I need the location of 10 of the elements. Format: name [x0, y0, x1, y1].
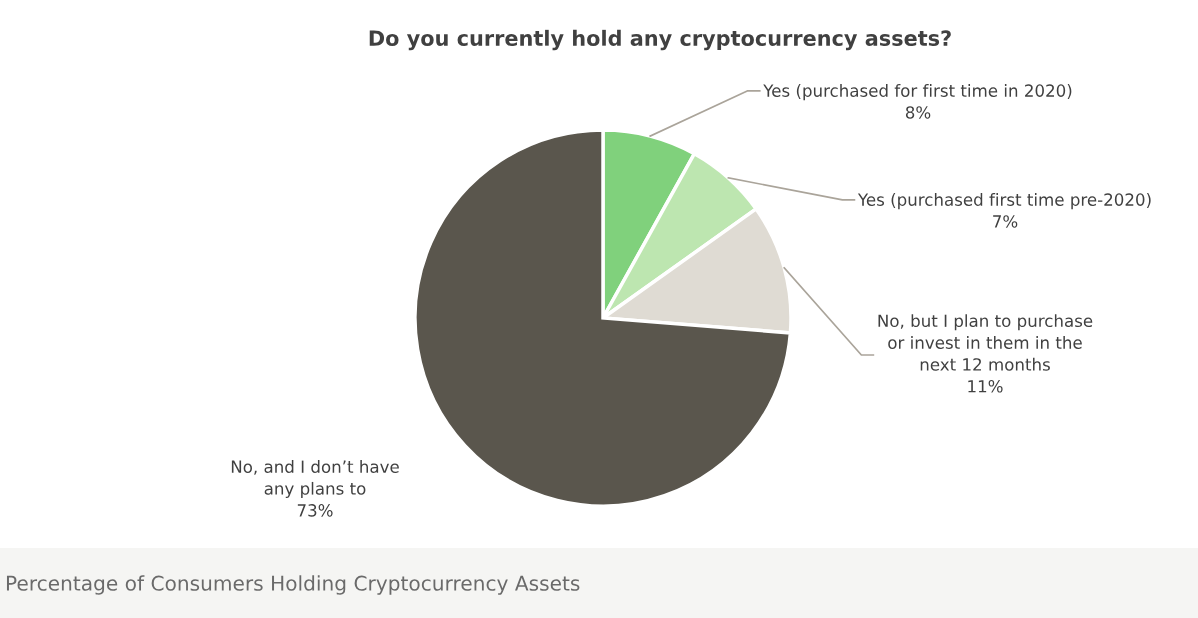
slice-label: Yes (purchased for first time in 2020): [763, 84, 1072, 101]
data-label: 8%: [905, 106, 931, 119]
chart-title: Do you currently hold any cryptocurrency assets?: [369, 29, 951, 51]
slice-label: No, and I don’t have any plans to: [231, 460, 399, 499]
slice-label: No, but I plan to purchase or invest in them in the next 12 months: [878, 314, 1093, 371]
data-label: 7%: [993, 215, 1018, 228]
text: Percentage of Consumers Holding Cryptocurrency Assets: [6, 575, 580, 595]
data-label: 73%: [297, 504, 333, 517]
slice-label: Yes (purchased first time pre-2020): [857, 193, 1151, 210]
data-label: 11%: [968, 379, 1003, 393]
